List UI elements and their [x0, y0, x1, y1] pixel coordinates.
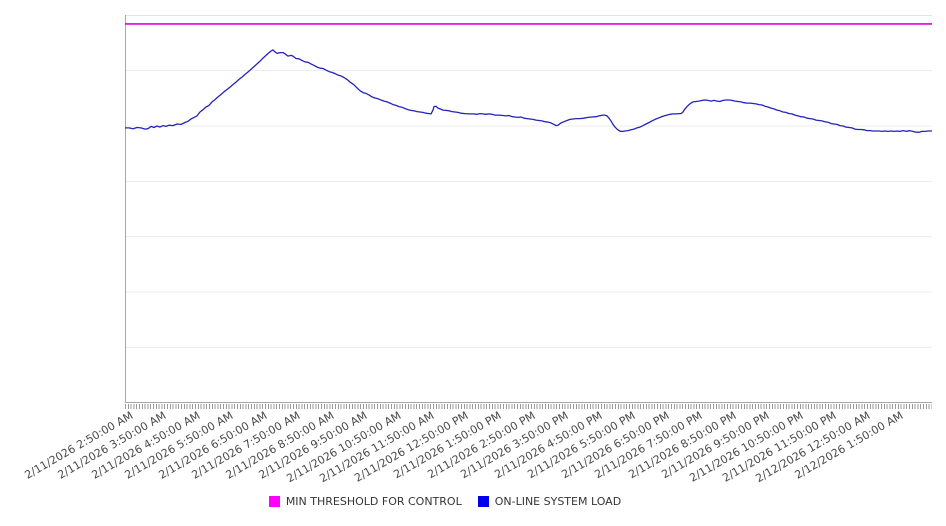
legend-item: ON-LINE SYSTEM LOAD	[477, 495, 622, 508]
legend-swatch	[477, 496, 489, 507]
legend-label: MIN THRESHOLD FOR CONTROL	[285, 495, 462, 508]
x-axis-minor-ticks	[125, 404, 932, 409]
x-axis-labels: 2/11/2026 2:50:00 AM 2/11/2026 3:50:00 AM…	[22, 409, 932, 499]
plot-area	[125, 15, 932, 403]
legend-label: ON-LINE SYSTEM LOAD	[494, 495, 622, 508]
legend: MIN THRESHOLD FOR CONTROL ON-LINE SYSTEM …	[0, 495, 918, 508]
chart-canvas	[125, 15, 932, 403]
legend-swatch	[268, 496, 280, 507]
legend-item: MIN THRESHOLD FOR CONTROL	[268, 495, 462, 508]
load-line	[125, 49, 932, 133]
